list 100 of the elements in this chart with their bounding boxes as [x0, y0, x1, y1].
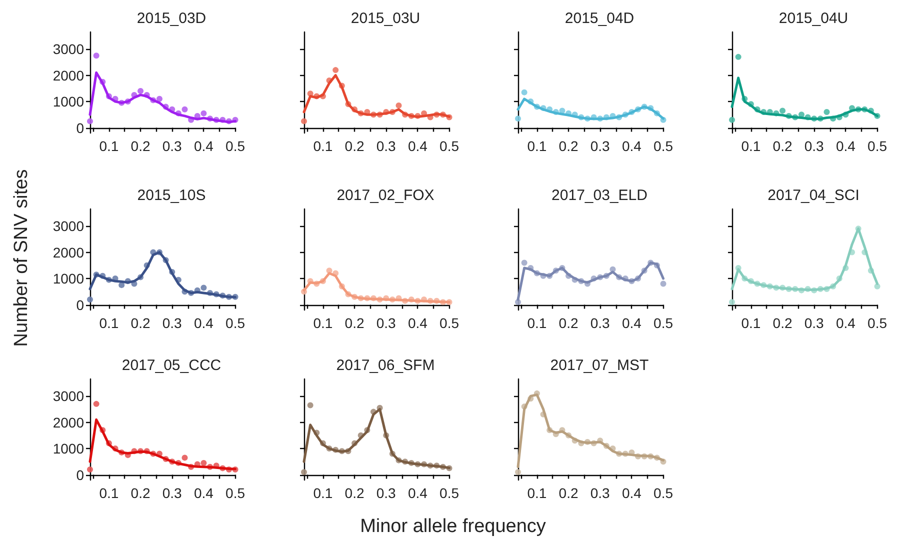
x-tick-label: 0.1: [527, 485, 547, 501]
x-tick-label: 0.3: [162, 315, 182, 331]
x-tick-label: 0.2: [558, 485, 578, 501]
y-tick-label: 3000: [52, 388, 84, 404]
point: [301, 118, 307, 124]
x-tick-label: 0.3: [376, 315, 396, 331]
x-tick-label: 0.4: [408, 138, 428, 154]
x-tick-label: 0.4: [194, 485, 214, 501]
x-tick-label: 0.2: [344, 138, 364, 154]
x-tick-label: 0.1: [99, 315, 119, 331]
x-tick-label: 0.5: [440, 315, 460, 331]
x-tick-label: 0.4: [836, 315, 856, 331]
point: [515, 116, 521, 122]
x-tick-label: 0.1: [741, 138, 761, 154]
y-tick-label: 2000: [52, 414, 84, 430]
point: [521, 89, 528, 96]
point: [735, 54, 742, 60]
point: [396, 102, 402, 108]
point: [660, 280, 666, 287]
x-tick-label: 0.5: [226, 485, 246, 501]
line-series: [88, 71, 237, 124]
x-tick-label: 0.2: [130, 485, 150, 501]
x-tick-label: 0.4: [836, 138, 856, 154]
x-tick-label: 0.1: [741, 315, 761, 331]
point: [182, 454, 188, 461]
y-tick-label: 0: [76, 296, 84, 313]
y-tick-label: 0: [76, 466, 84, 483]
point: [729, 116, 735, 123]
x-tick-label: 0.5: [654, 138, 674, 154]
point: [824, 109, 830, 116]
point: [138, 88, 144, 94]
x-tick-label: 0.3: [590, 485, 610, 501]
point: [93, 52, 100, 59]
point: [780, 108, 786, 114]
chart-title: 2015_04D: [564, 10, 634, 27]
y-tick-label: 0: [76, 120, 84, 136]
x-tick-label: 0.1: [527, 315, 547, 331]
y-tick-label: 2000: [52, 244, 84, 260]
chart-title: 2017_03_ELD: [552, 187, 648, 204]
point: [182, 106, 188, 112]
y-tick-label: 3000: [52, 218, 84, 234]
x-tick-label: 0.5: [654, 315, 674, 331]
point: [307, 402, 314, 408]
x-tick-label: 0.3: [590, 315, 610, 331]
point: [87, 466, 93, 473]
x-tick-label: 0.1: [313, 315, 333, 331]
x-tick-label: 0.1: [99, 485, 119, 501]
x-tick-label: 0.4: [194, 138, 214, 154]
point: [200, 110, 207, 116]
x-tick-label: 0.1: [527, 138, 547, 154]
x-tick-label: 0.4: [622, 315, 642, 331]
chart-title: 2015_03U: [350, 10, 420, 27]
y-tick-label: 1000: [52, 440, 84, 457]
x-tick-label: 0.4: [408, 315, 428, 331]
x-tick-label: 0.4: [194, 315, 214, 331]
point: [332, 67, 339, 74]
x-tick-label: 0.5: [868, 138, 888, 154]
x-tick-label: 0.1: [313, 138, 333, 154]
point: [93, 400, 100, 407]
y-tick-label: 2000: [52, 67, 84, 84]
y-tick-label: 1000: [52, 94, 84, 110]
x-tick-label: 0.2: [344, 485, 364, 501]
chart-title: 2015_04U: [778, 10, 848, 27]
y-tick-label: 3000: [52, 41, 84, 58]
x-tick-label: 0.3: [804, 138, 824, 154]
chart-title: 2017_04_SCI: [768, 187, 860, 204]
x-tick-label: 0.2: [558, 138, 578, 154]
chart-title: 2017_06_SFM: [336, 357, 435, 374]
x-tick-label: 0.3: [590, 138, 610, 154]
x-tick-label: 0.1: [99, 138, 119, 154]
x-axis-title: Minor allele frequency: [360, 516, 546, 538]
x-tick-label: 0.2: [772, 315, 792, 331]
point: [156, 96, 162, 102]
point: [200, 284, 207, 291]
x-tick-label: 0.5: [226, 315, 246, 331]
x-tick-label: 0.2: [130, 315, 150, 331]
x-tick-label: 0.4: [408, 485, 428, 501]
y-axis-title: Number of SNV sites: [11, 169, 33, 347]
point: [87, 296, 93, 303]
x-tick-label: 0.2: [130, 138, 150, 154]
chart-title: 2015_03D: [136, 10, 206, 27]
x-tick-label: 0.2: [772, 138, 792, 154]
chart-title: 2017_05_CCC: [122, 357, 222, 374]
x-tick-label: 0.2: [344, 315, 364, 331]
x-tick-label: 0.1: [313, 485, 333, 501]
x-tick-label: 0.5: [868, 315, 888, 331]
x-tick-label: 0.5: [226, 138, 246, 154]
point: [200, 460, 207, 466]
y-tick-label: 1000: [52, 270, 84, 287]
chart-title: 2017_02_FOX: [336, 187, 434, 204]
x-tick-label: 0.4: [622, 138, 642, 154]
x-tick-label: 0.3: [376, 138, 396, 154]
x-tick-label: 0.3: [376, 485, 396, 501]
chart-title: 2017_07_MST: [550, 357, 649, 374]
chart-title: 2015_10S: [137, 187, 206, 204]
x-tick-label: 0.5: [440, 485, 460, 501]
x-tick-label: 0.5: [440, 138, 460, 154]
x-tick-label: 0.5: [654, 485, 674, 501]
x-tick-label: 0.3: [162, 485, 182, 501]
x-tick-label: 0.4: [622, 485, 642, 501]
